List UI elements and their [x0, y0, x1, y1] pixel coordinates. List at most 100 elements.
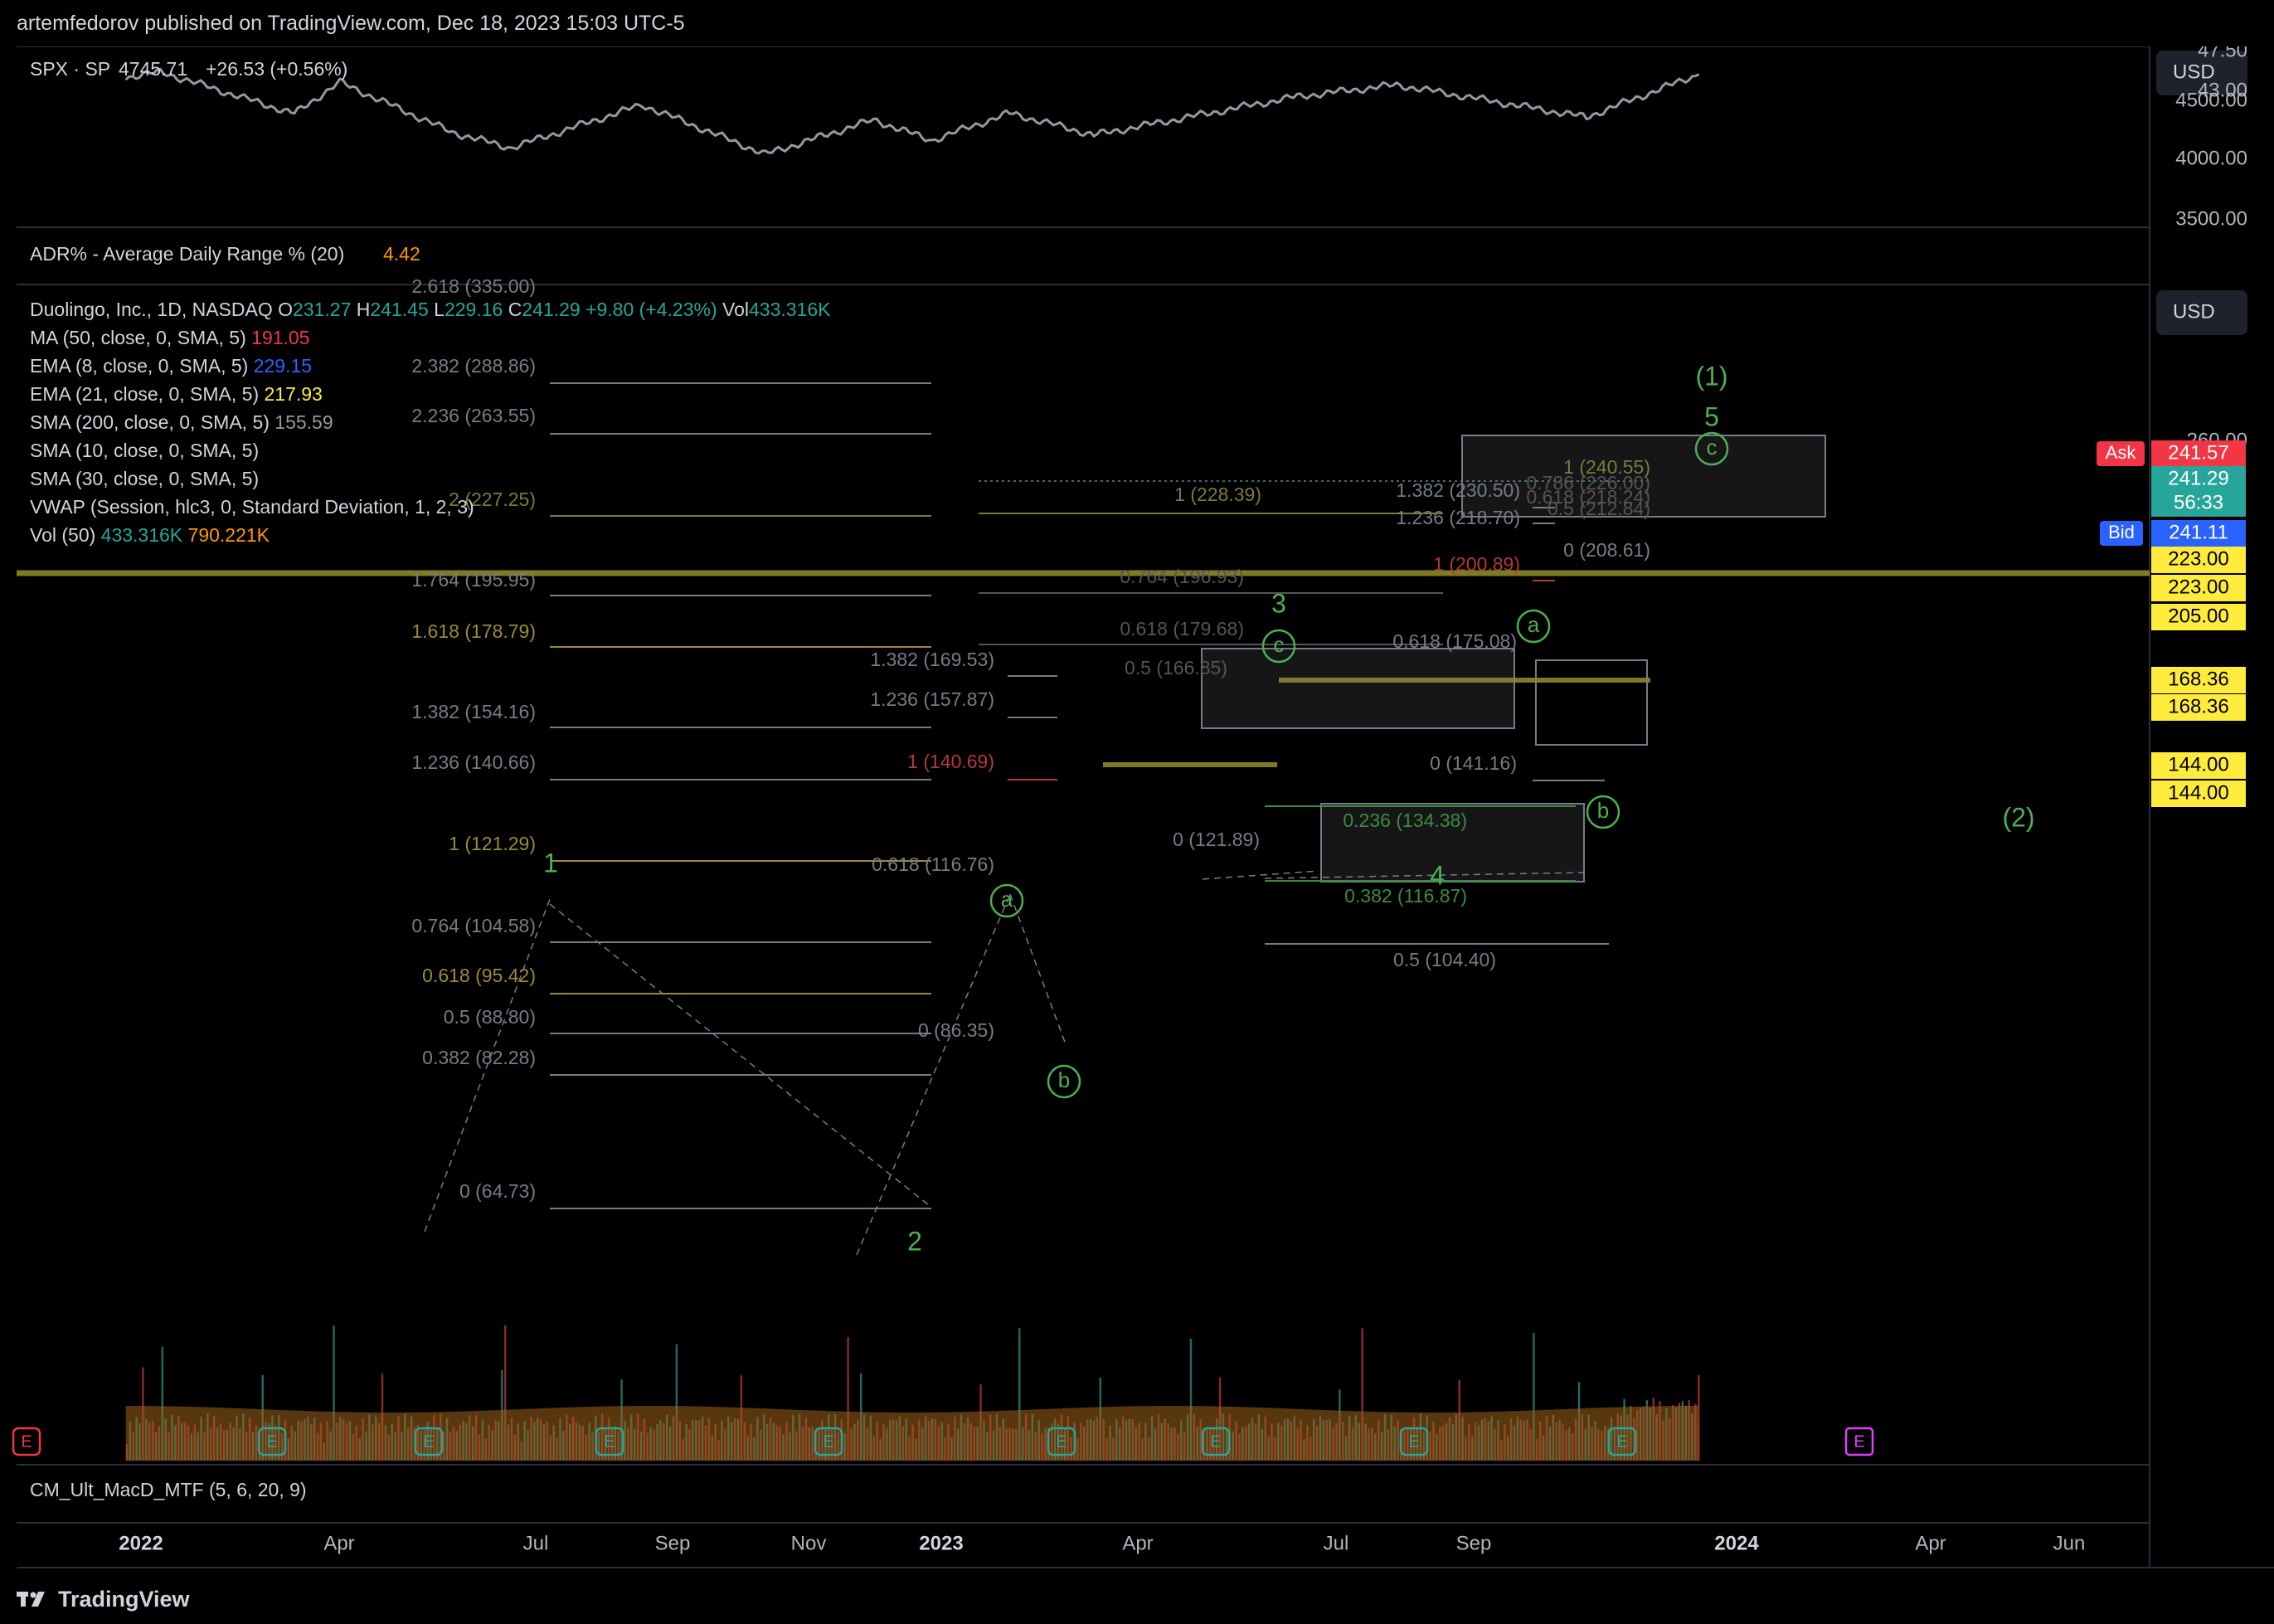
fib-label: 0 (64.73) — [459, 1180, 536, 1202]
footer-bar: TradingView — [0, 1574, 2274, 1624]
fib-label: 0.618 (175.08) — [1392, 630, 1517, 652]
legend-o-label: O — [278, 299, 293, 320]
badge-ask-label: Ask — [2106, 442, 2137, 463]
earnings-marker[interactable] — [1047, 1427, 1076, 1456]
wave-circle — [989, 883, 1024, 918]
indicator-value: 229.15 — [254, 355, 312, 377]
chart-canvas[interactable]: USD USD 4500.00 4000.00 3500.00 SPX · SP 4745.… — [0, 46, 2274, 1574]
indicator-value: 433.316K — [101, 524, 188, 546]
indicator-label: Vol (50) — [30, 524, 101, 546]
main-currency-button[interactable] — [2156, 290, 2247, 335]
fib-label: 1 (140.69) — [907, 751, 994, 772]
earnings-marker[interactable] — [12, 1427, 41, 1456]
volume-bar — [1533, 1332, 1535, 1461]
x-axis-tick: Apr — [323, 1532, 354, 1554]
fib-label: 0.786 (226.00) — [1526, 472, 1650, 494]
volume-bar — [675, 1344, 678, 1461]
earnings-marker[interactable] — [595, 1427, 624, 1456]
indicator-legend-row[interactable]: MA (50, close, 0, SMA, 5) 191.05 — [30, 327, 310, 348]
spx-change: +26.53 (+0.56%) — [206, 58, 347, 80]
indicator-legend-row[interactable]: EMA (8, close, 0, SMA, 5) 229.15 — [30, 355, 312, 377]
wave-circle — [1694, 431, 1729, 466]
fib-label: 0.618 (95.42) — [422, 965, 536, 986]
wave5-target-box — [1461, 435, 1826, 518]
fib-label: 0.764 (104.58) — [411, 915, 536, 936]
indicator-legend-row[interactable]: EMA (21, close, 0, SMA, 5) 217.93 — [30, 383, 323, 405]
tradingview-logo[interactable]: TradingView — [17, 1587, 190, 1612]
y-axis-tick: 43.00 — [2198, 80, 2247, 102]
fib-zone-box — [1201, 648, 1515, 729]
indicator-label: EMA (8, close, 0, SMA, 5) — [30, 355, 254, 377]
volume-bar — [504, 1325, 507, 1461]
earnings-marker[interactable] — [1201, 1427, 1231, 1456]
x-axis-tick: 2024 — [1714, 1532, 1759, 1554]
price-badge-value: 168.36 — [2168, 668, 2228, 690]
spx-price: 4745.71 — [119, 58, 187, 80]
indicator-label: SMA (200, close, 0, SMA, 5) — [30, 411, 275, 433]
indicator-value-2: 790.221K — [188, 524, 270, 546]
fib-label: 1.382 (169.53) — [870, 649, 994, 670]
badge-bid-label: Bid — [2108, 522, 2135, 542]
indicator-value: 217.93 — [265, 383, 323, 405]
fib-label: 0.5 (104.40) — [1393, 949, 1496, 970]
fib-label: 0.764 (196.93) — [1120, 566, 1244, 587]
fib-label: 1.236 (140.66) — [411, 751, 536, 773]
price-badge — [2151, 466, 2246, 493]
upcoming-earnings-marker[interactable] — [1844, 1427, 1874, 1456]
spx-axis-tick: 4500.00 — [2175, 89, 2247, 111]
earnings-marker-label: E — [1408, 1432, 1419, 1451]
fib-label: 0.5 (212.84) — [1548, 498, 1650, 519]
earnings-marker[interactable] — [814, 1427, 843, 1456]
earnings-marker-label: E — [1210, 1432, 1221, 1451]
fib-label: 1.618 (178.79) — [411, 620, 536, 642]
upcoming-earnings-label: E — [1854, 1432, 1864, 1451]
price-badge-value: 144.00 — [2168, 781, 2228, 804]
legend-high: 241.45 — [370, 299, 434, 320]
indicator-legend-row[interactable]: VWAP (Session, hlc3, 0, Standard Deviati… — [30, 496, 474, 518]
wave-label: 4 — [1430, 860, 1445, 890]
fib-label: 0 (86.35) — [918, 1019, 994, 1041]
legend-symbol: Duolingo, Inc., 1D, NASDAQ — [30, 299, 278, 320]
earnings-marker-label: E — [604, 1432, 615, 1451]
price-badge-value: 241.11 — [2169, 521, 2228, 543]
x-axis-tick: Apr — [1122, 1532, 1153, 1554]
earnings-marker-label: E — [1056, 1432, 1067, 1451]
price-badge-value: 223.00 — [2168, 547, 2228, 570]
earnings-marker[interactable] — [257, 1427, 287, 1456]
fib-label: 2.382 (288.86) — [411, 355, 536, 377]
spx-currency-button[interactable] — [2156, 51, 2247, 95]
legend-l-label: L — [434, 299, 445, 320]
legend-h-label: H — [357, 299, 371, 320]
indicator-legend-row[interactable]: SMA (30, close, 0, SMA, 5) — [30, 468, 259, 489]
indicator-value: 191.05 — [251, 327, 309, 348]
volume-ma-area — [125, 1406, 1699, 1461]
wave-label: 2 — [907, 1226, 922, 1256]
indicator-legend-row[interactable]: SMA (10, close, 0, SMA, 5) — [30, 440, 259, 461]
indicator-legend-row[interactable]: SMA (200, close, 0, SMA, 5) 155.59 — [30, 411, 333, 433]
earnings-marker[interactable] — [1399, 1427, 1429, 1456]
fib-label: 0.618 (179.68) — [1120, 618, 1244, 639]
fib-label: 1 (121.29) — [449, 833, 536, 854]
earnings-marker[interactable] — [414, 1427, 444, 1456]
earnings-marker[interactable] — [1607, 1427, 1637, 1456]
x-axis-tick: Sep — [655, 1532, 691, 1554]
volume-bar — [1018, 1328, 1021, 1461]
earnings-marker-label: E — [823, 1432, 833, 1451]
price-badge — [2151, 575, 2246, 601]
indicator-value: 155.59 — [275, 411, 333, 433]
adr-label: ADR% - Average Daily Range % (20) — [30, 243, 344, 265]
indicator-legend-row[interactable]: Vol (50) 433.316K 790.221K — [30, 524, 270, 546]
price-badge — [2151, 604, 2246, 630]
x-axis-tick: Apr — [1915, 1532, 1946, 1554]
legend-c-label: C — [508, 299, 522, 320]
wave-guide-line — [856, 893, 1011, 1256]
volume-bar — [333, 1325, 335, 1461]
earnings-marker-label: E — [423, 1432, 434, 1451]
fib-label: 0.382 (116.87) — [1344, 885, 1467, 907]
legend-open: 231.27 — [293, 299, 357, 320]
spx-axis-tick: 4000.00 — [2175, 147, 2247, 169]
price-badge-value: 168.36 — [2168, 695, 2228, 717]
x-axis-tick: Jul — [1324, 1532, 1349, 1554]
earnings-marker-label: E — [266, 1432, 277, 1451]
price-badge — [2151, 780, 2246, 807]
